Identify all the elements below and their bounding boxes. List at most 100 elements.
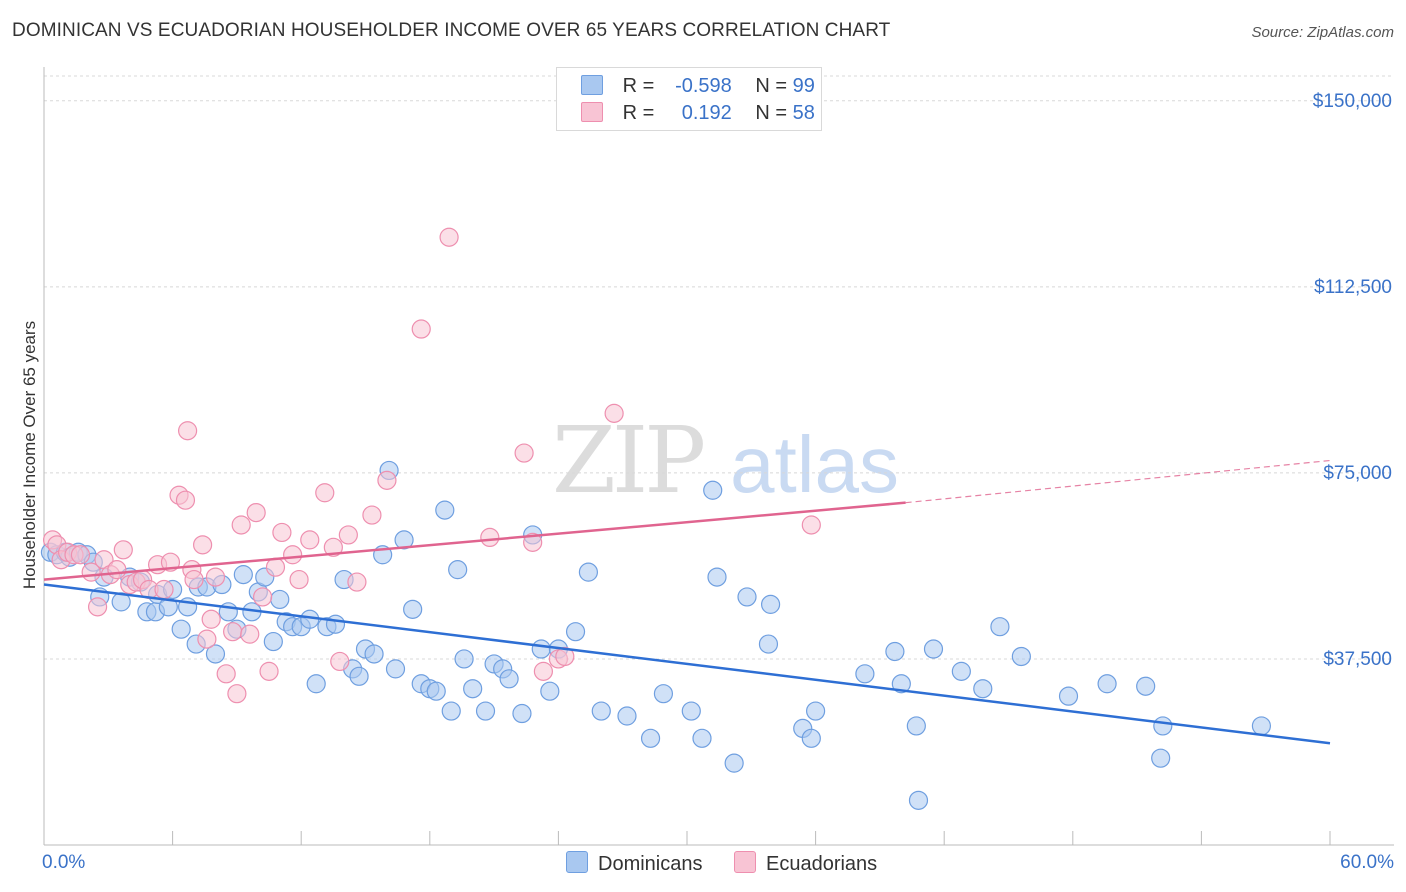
ecuadorians-point [555, 646, 575, 667]
dominicans-point [403, 599, 423, 619]
dominicans-point [951, 661, 971, 681]
source-label: Source: ZipAtlas.com [1251, 24, 1394, 41]
dominicans-point [426, 681, 446, 701]
dominicans-point [325, 614, 346, 634]
legend-label: Ecuadorians [766, 853, 878, 875]
stats-legend-row-ecuadorians: R = 0.192 N = 58 [581, 102, 815, 126]
watermark-atlas: atlas [730, 420, 899, 509]
dominicans-point [263, 631, 283, 652]
dominicans-point [891, 674, 911, 694]
dominicans-point [1011, 646, 1031, 667]
ecuadorians-point [272, 522, 292, 543]
dominicans-point [692, 728, 712, 748]
dominicans-point [1153, 716, 1173, 736]
dominicans-point [435, 500, 455, 520]
ecuadorians-point [175, 490, 196, 510]
ecuadorians-point [338, 525, 358, 545]
stats-legend: R = -0.598 N = 99 R = 0.192 N = 58 [556, 67, 822, 131]
x-tick-label-min: 0.0% [42, 852, 86, 873]
dominicans-point [760, 594, 781, 614]
chart-title: DOMINICAN VS ECUADORIAN HOUSEHOLDER INCO… [12, 20, 891, 41]
ecuadorians-point [193, 535, 213, 555]
dominicans-point [906, 716, 926, 736]
ecuadorians-point [323, 537, 343, 557]
ecuadorians-point [201, 609, 221, 629]
dominicans-point [205, 644, 226, 664]
dominicans-point [703, 480, 723, 500]
dominicans-point [1151, 748, 1171, 768]
dominicans-point [855, 664, 875, 684]
ecuadorians-point [113, 540, 133, 560]
ecuadorians-point [205, 567, 226, 587]
dominicans-point [681, 701, 701, 721]
ecuadorians-point [439, 227, 459, 247]
dominicans-point [990, 617, 1010, 637]
ecuadorians-point [154, 579, 174, 600]
dominicans-point [499, 669, 519, 689]
ecuadorians-point [300, 530, 320, 550]
dominicans-point [591, 701, 611, 721]
ecuadorians-point [184, 569, 204, 590]
legend-item-dominicans[interactable]: Dominicans [566, 851, 702, 876]
dominicans-point [233, 565, 253, 585]
dominicans-point [1251, 716, 1272, 736]
n-label: N = [755, 75, 788, 97]
dominicans-point [171, 619, 191, 639]
ecuadorians-point [283, 545, 303, 565]
dominicans-point [306, 674, 326, 694]
dominicans-point [758, 634, 779, 654]
r-value: 0.192 [681, 102, 732, 124]
dominicans-trend-line [43, 583, 1331, 745]
y-tick-label: $112,500 [1314, 277, 1392, 298]
dominicans-point [270, 589, 290, 610]
ecuadorians-point [259, 661, 279, 681]
n-label: N = [755, 102, 788, 124]
dominicans-point [463, 679, 483, 699]
ecuadorians-trend-line [43, 501, 906, 581]
dominicans-point [475, 701, 496, 721]
dominicans-swatch [581, 75, 603, 95]
ecuadorians-legend-swatch [734, 851, 756, 873]
dominicans-point [653, 684, 674, 704]
y-tick-label: $75,000 [1323, 463, 1392, 484]
stats-legend-row-dominicans: R = -0.598 N = 99 [581, 75, 815, 99]
ecuadorians-point [330, 651, 350, 672]
y-tick-label: $150,000 [1313, 91, 1392, 112]
ecuadorians-point [178, 421, 198, 441]
dominicans-point [908, 790, 929, 810]
ecuadorians-point [197, 629, 217, 649]
ecuadorians-point [362, 505, 382, 525]
dominicans-legend-swatch [566, 851, 588, 873]
dominicans-point [512, 703, 532, 724]
ecuadorians-point [377, 470, 397, 490]
dominicans-point [805, 701, 826, 721]
legend-item-ecuadorians[interactable]: Ecuadorians [734, 851, 877, 876]
dominicans-point [1058, 686, 1079, 706]
dominicans-point [578, 562, 599, 582]
dominicans-point [394, 530, 414, 550]
ecuadorians-point [480, 527, 500, 548]
ecuadorians-point [523, 532, 543, 552]
ecuadorians-point [533, 661, 553, 681]
ecuadorians-point [246, 502, 266, 523]
ecuadorians-point [107, 560, 127, 580]
r-label: R = [622, 102, 655, 124]
ecuadorians-point [514, 443, 534, 463]
x-tick-label-max: 60.0% [1340, 852, 1394, 873]
dominicans-point [565, 622, 586, 642]
dominicans-point [737, 587, 757, 607]
ecuadorians-point [289, 569, 309, 590]
n-value: 58 [792, 102, 815, 124]
ecuadorians-point [253, 587, 273, 607]
y-axis-label: Householder Income Over 65 years [20, 320, 39, 590]
dominicans-point [640, 728, 661, 748]
ecuadorians-point [240, 624, 260, 644]
dominicans-point [923, 639, 944, 659]
dominicans-point [448, 560, 468, 580]
ecuadorians-point [227, 684, 247, 704]
legend-label: Dominicans [598, 853, 703, 875]
dominicans-point [454, 649, 474, 669]
dominicans-point [1136, 676, 1156, 696]
ecuadorians-point [231, 515, 251, 535]
ecuadorians-point [216, 664, 236, 684]
